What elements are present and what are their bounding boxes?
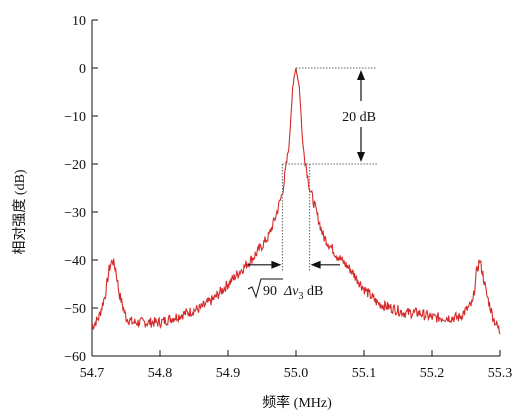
- annotations: [248, 67, 377, 272]
- width-arrow-right-head: [310, 260, 321, 269]
- delta-nu: Δν: [283, 284, 299, 299]
- 20db-arrow-down-head: [357, 152, 365, 162]
- x-tick-label: 55.2: [420, 366, 445, 381]
- x-tick-label: 54.8: [148, 366, 173, 381]
- sqrt-radicand: 90: [263, 284, 277, 299]
- annotation-linewidth-label: 90 Δν3 dB: [247, 278, 323, 302]
- x-tick-label: 54.9: [216, 366, 241, 381]
- linewidth-text: Δν3 dB: [283, 284, 323, 302]
- width-arrow-left-head: [271, 260, 282, 269]
- sqrt-sign: [247, 278, 283, 299]
- x-tick-label: 55.3: [488, 366, 513, 381]
- delta-nu-subscript: 3: [298, 291, 303, 302]
- db-unit: dB: [303, 284, 323, 299]
- annotation-20db-label: 20 dB: [342, 110, 376, 125]
- y-tick-label: −10: [64, 110, 86, 125]
- x-tick-label: 54.7: [80, 366, 105, 381]
- y-tick-label: −20: [64, 158, 86, 173]
- y-tick-label: −60: [64, 350, 86, 365]
- y-tick-label: 10: [72, 14, 86, 29]
- x-tick-label: 55.0: [284, 366, 309, 381]
- y-axis-label: 相对强度 (dB): [12, 169, 28, 254]
- y-tick-label: −40: [64, 254, 86, 269]
- x-tick-label: 55.1: [352, 366, 377, 381]
- y-tick-label: −30: [64, 206, 86, 221]
- 20db-arrow-up-head: [357, 70, 365, 80]
- y-tick-label: −50: [64, 302, 86, 317]
- y-tick-label: 0: [79, 62, 86, 77]
- x-axis-label: 频率 (MHz): [262, 394, 332, 411]
